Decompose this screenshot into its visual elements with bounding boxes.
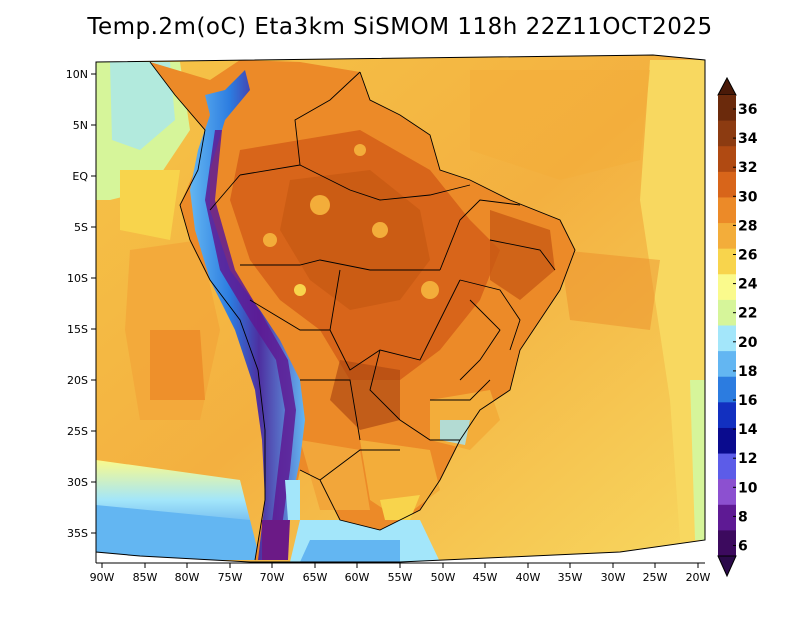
- lat-label: 20S: [67, 374, 88, 387]
- map-field: [96, 55, 705, 562]
- lon-label: 70W: [260, 571, 285, 584]
- colorbar-swatch: [718, 248, 736, 275]
- colorbar-swatch: [718, 197, 736, 224]
- colorbar-swatch: [718, 427, 736, 455]
- colorbar-up-arrow: [717, 76, 737, 96]
- lon-label: 80W: [175, 571, 200, 584]
- colorbar-swatch: [718, 351, 736, 378]
- colorbar-down-arrow: [717, 555, 737, 578]
- lon-label: 65W: [303, 571, 328, 584]
- colorbar-swatch: [718, 299, 736, 326]
- colorbar-swatch: [718, 223, 736, 250]
- colorbar-swatch: [718, 504, 736, 531]
- lat-label: 5N: [73, 119, 88, 132]
- lon-label: 25W: [643, 571, 668, 584]
- map-title: Temp.2m(oC) Eta3km SiSMOM 118h 22Z11OCT2…: [87, 14, 713, 40]
- colorbar-label: 20: [738, 335, 758, 351]
- lat-label: 25S: [67, 425, 88, 438]
- colorbar-swatch: [718, 530, 736, 557]
- country-borders: [149, 61, 576, 561]
- lon-label: 50W: [431, 571, 456, 584]
- colorbar-label: 30: [738, 189, 758, 205]
- colorbar-swatch: [718, 171, 736, 198]
- colorbar-swatch: [718, 402, 736, 429]
- lon-label: 35W: [558, 571, 583, 584]
- lon-label: 40W: [516, 571, 541, 584]
- lon-label: 55W: [388, 571, 413, 584]
- lon-label: 20W: [686, 571, 711, 584]
- lat-label: 15S: [67, 323, 88, 336]
- colorbar-label: 32: [738, 160, 757, 176]
- colorbar-swatch: [718, 479, 736, 506]
- colorbar-label: 12: [738, 451, 757, 467]
- colorbar-swatch: [718, 95, 736, 122]
- lon-label: 75W: [218, 571, 243, 584]
- latitude-axis: 10N 5N EQ 5S 10S 15S 20S 25S 30S 35S: [66, 68, 96, 540]
- colorbar-label: 34: [738, 131, 758, 147]
- colorbar-label: 14: [738, 422, 758, 438]
- lat-label: 5S: [74, 221, 88, 234]
- lat-label: 35S: [67, 527, 88, 540]
- lat-label: 10N: [66, 68, 88, 81]
- colorbar-swatch: [718, 325, 736, 352]
- colorbar-swatch: [718, 146, 736, 173]
- colorbar-label: 28: [738, 218, 757, 234]
- colorbar-swatch: [718, 120, 736, 147]
- map-frame: [95, 54, 706, 563]
- colorbar-swatch: [718, 376, 736, 403]
- colorbar-label: 36: [738, 102, 757, 118]
- lon-label: 45W: [473, 571, 498, 584]
- lat-label: EQ: [72, 170, 88, 183]
- lon-label: 85W: [133, 571, 158, 584]
- colorbar-label: 22: [738, 306, 757, 322]
- lon-label: 90W: [90, 571, 115, 584]
- colorbar-swatch: [718, 274, 736, 301]
- lat-label: 10S: [67, 272, 88, 285]
- lat-label: 30S: [67, 476, 88, 489]
- longitude-axis: 90W 85W 80W 75W 70W 65W 60W 55W 50W 45W …: [90, 563, 711, 584]
- colorbar-label: 6: [738, 539, 748, 555]
- colorbar-label: 24: [738, 277, 758, 293]
- colorbar-swatch: [718, 453, 736, 480]
- colorbar-label: 18: [738, 364, 757, 380]
- lon-label: 60W: [345, 571, 370, 584]
- colorbar: 36 34 32 30 28 26 24 22 20 18 16 14 12 10 8 6: [717, 76, 758, 578]
- colorbar-label: 10: [738, 480, 758, 496]
- colorbar-label: 8: [738, 509, 748, 525]
- lon-label: 30W: [601, 571, 626, 584]
- colorbar-label: 16: [738, 393, 757, 409]
- colorbar-label: 26: [738, 248, 757, 264]
